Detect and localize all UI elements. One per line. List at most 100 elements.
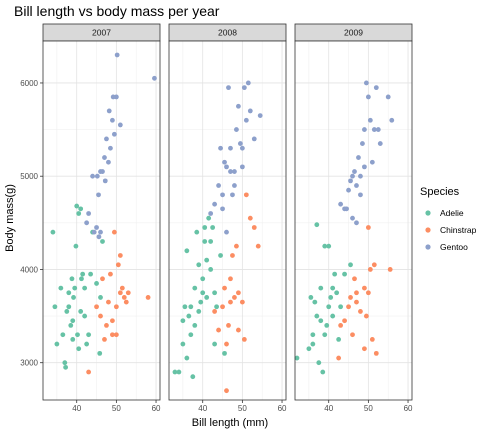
data-point-chinstrap [224,388,229,394]
data-point-chinstrap [354,299,359,305]
data-point-chinstrap [228,276,233,282]
data-point-adelie [63,364,69,370]
data-point-adelie [75,332,80,338]
x-tick-label: 60 [152,404,161,413]
data-point-adelie [212,290,218,296]
data-point-adelie [214,304,219,310]
legend-key-adelie [425,210,431,216]
data-point-adelie [94,281,99,286]
panel-border [42,40,161,401]
data-point-adelie [312,299,318,305]
data-point-adelie [196,262,202,268]
data-point-gentoo [94,173,100,179]
panel-background [169,41,286,400]
data-point-chinstrap [336,355,342,361]
data-point-adelie [306,346,312,352]
data-point-gentoo [375,127,381,132]
data-point-adelie [74,203,80,209]
legend: Species Adelie Chinstrap Gentoo [420,186,477,252]
data-point-chinstrap [362,346,367,352]
data-point-chinstrap [113,332,119,338]
data-point-adelie [190,374,196,380]
data-point-gentoo [352,169,357,174]
data-point-gentoo [94,225,99,230]
legend-items: Adelie Chinstrap Gentoo [425,208,477,252]
chart-title: Bill length vs body mass per year [14,3,220,19]
data-point-gentoo [373,85,379,91]
data-point-adelie [188,304,194,310]
data-point-gentoo [236,103,241,109]
data-point-chinstrap [98,313,103,319]
data-point-chinstrap [369,336,375,342]
data-point-gentoo [365,94,371,100]
data-point-adelie [192,285,198,291]
data-point-adelie [208,239,214,244]
data-point-adelie [182,304,188,310]
data-point-adelie [71,295,76,300]
data-point-gentoo [241,85,247,91]
data-point-adelie [180,341,186,347]
data-point-adelie [316,360,322,366]
data-point-adelie [212,341,218,347]
data-point-adelie [66,304,72,310]
data-point-gentoo [243,117,249,123]
data-point-adelie [328,295,334,300]
data-point-chinstrap [220,304,225,310]
data-point-adelie [188,332,194,338]
data-point-chinstrap [108,271,113,277]
x-tick-label: 50 [364,404,373,413]
data-point-gentoo [91,229,97,235]
x-tick-label: 40 [198,404,207,413]
y-tick-label: 6000 [20,79,38,88]
data-point-adelie [206,215,212,221]
data-point-gentoo [152,75,157,81]
data-point-adelie [202,225,208,230]
data-point-chinstrap [222,285,227,291]
y-axis-title: Body mass(g) [4,184,16,252]
data-point-gentoo [239,145,245,151]
data-point-chinstrap [363,313,369,319]
x-tick-label: 40 [72,404,81,413]
data-point-chinstrap [216,327,221,333]
data-point-gentoo [98,229,103,235]
y-tick-label: 3000 [20,359,38,368]
data-point-chinstrap [352,276,357,282]
data-point-chinstrap [358,309,363,314]
data-point-gentoo [377,141,383,146]
data-point-chinstrap [365,290,371,296]
data-point-adelie [184,248,190,254]
data-point-chinstrap [362,285,367,291]
legend-key-chinstrap [425,227,431,233]
data-point-chinstrap [350,332,355,338]
data-point-gentoo [86,211,92,216]
data-point-gentoo [110,94,116,100]
data-point-gentoo [230,192,235,198]
data-point-adelie [336,336,342,342]
data-point-chinstrap [241,336,247,342]
data-point-adelie [73,243,79,249]
data-point-chinstrap [113,304,119,310]
legend-label-chinstrap: Chinstrap [440,225,477,235]
legend-key-gentoo [425,244,431,250]
data-point-gentoo [100,169,105,174]
data-point-gentoo [104,136,109,142]
data-point-chinstrap [119,285,125,291]
data-point-chinstrap [342,318,347,324]
data-point-chinstrap [94,304,99,310]
data-point-adelie [88,271,93,277]
data-point-chinstrap [247,215,253,221]
data-point-chinstrap [365,225,371,230]
data-point-adelie [78,206,84,212]
data-point-gentoo [228,169,233,174]
data-point-gentoo [224,229,229,235]
data-point-adelie [294,355,300,361]
data-point-chinstrap [100,276,105,282]
data-point-chinstrap [110,332,115,338]
data-point-gentoo [389,117,395,123]
data-point-gentoo [346,187,351,193]
data-point-adelie [82,313,88,319]
data-point-gentoo [106,159,111,165]
data-point-gentoo [220,192,225,198]
data-point-adelie [334,290,340,296]
data-point-adelie [70,336,76,342]
